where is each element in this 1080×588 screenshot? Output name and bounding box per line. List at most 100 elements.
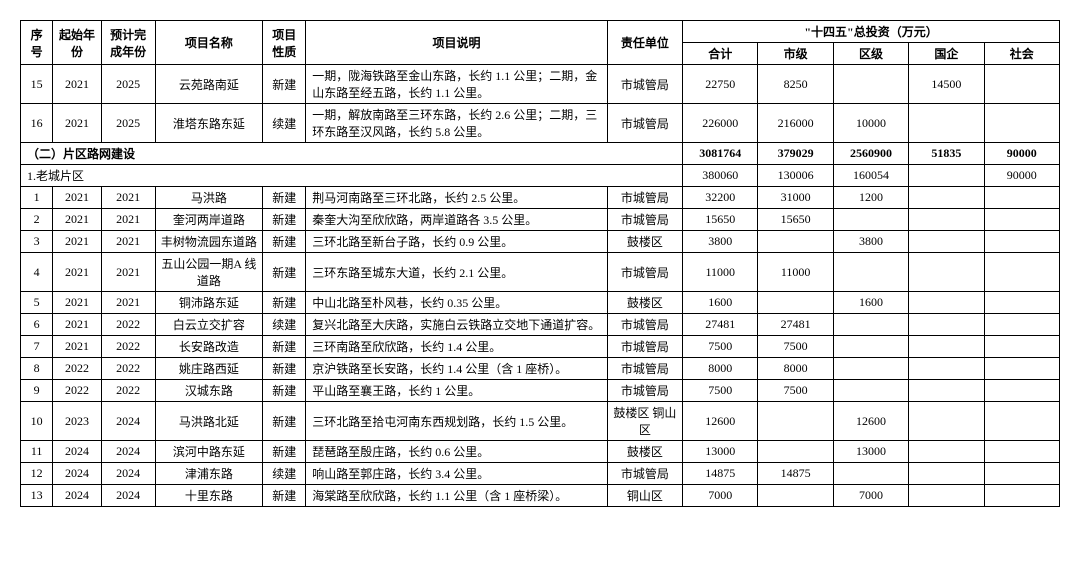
cell-sum: 8000 — [683, 358, 758, 380]
section-city: 379029 — [758, 143, 833, 165]
table-row: 1320242024十里东路新建海棠路至欣欣路，长约 1.1 公里（含 1 座桥… — [21, 485, 1060, 507]
cell-start-year: 2021 — [53, 104, 101, 143]
cell-soe — [909, 441, 984, 463]
cell-proj-nature: 新建 — [263, 65, 306, 104]
cell-start-year: 2021 — [53, 65, 101, 104]
cell-proj-nature: 新建 — [263, 485, 306, 507]
cell-start-year: 2021 — [53, 292, 101, 314]
cell-sum: 27481 — [683, 314, 758, 336]
cell-end-year: 2024 — [101, 463, 155, 485]
cell-start-year: 2024 — [53, 441, 101, 463]
cell-end-year: 2024 — [101, 485, 155, 507]
header-resp-unit: 责任单位 — [607, 21, 682, 65]
cell-proj-desc: 三环东路至城东大道，长约 2.1 公里。 — [306, 253, 607, 292]
cell-proj-nature: 续建 — [263, 314, 306, 336]
cell-social — [984, 231, 1059, 253]
cell-start-year: 2021 — [53, 314, 101, 336]
header-invest-group: "十四五"总投资（万元） — [683, 21, 1060, 43]
cell-end-year: 2022 — [101, 314, 155, 336]
cell-end-year: 2021 — [101, 253, 155, 292]
cell-sum: 7500 — [683, 336, 758, 358]
cell-start-year: 2021 — [53, 231, 101, 253]
cell-proj-nature: 新建 — [263, 292, 306, 314]
cell-social — [984, 402, 1059, 441]
cell-proj-nature: 续建 — [263, 104, 306, 143]
cell-start-year: 2022 — [53, 358, 101, 380]
cell-start-year: 2022 — [53, 380, 101, 402]
cell-seq: 9 — [21, 380, 53, 402]
cell-end-year: 2022 — [101, 358, 155, 380]
cell-soe — [909, 380, 984, 402]
cell-city — [758, 402, 833, 441]
cell-seq: 8 — [21, 358, 53, 380]
cell-soe — [909, 336, 984, 358]
cell-proj-nature: 新建 — [263, 358, 306, 380]
cell-proj-nature: 新建 — [263, 336, 306, 358]
cell-resp-unit: 市城管局 — [607, 314, 682, 336]
cell-seq: 15 — [21, 65, 53, 104]
table-row: 620212022白云立交扩容续建复兴北路至大庆路，实施白云铁路立交地下通道扩容… — [21, 314, 1060, 336]
header-city: 市级 — [758, 43, 833, 65]
cell-city — [758, 231, 833, 253]
section-row: （二）片区路网建设308176437902925609005183590000 — [21, 143, 1060, 165]
cell-end-year: 2024 — [101, 441, 155, 463]
investment-table: 序号 起始年份 预计完成年份 项目名称 项目性质 项目说明 责任单位 "十四五"… — [20, 20, 1060, 507]
header-proj-desc: 项目说明 — [306, 21, 607, 65]
cell-district: 10000 — [833, 104, 908, 143]
cell-soe — [909, 253, 984, 292]
subsection-city: 130006 — [758, 165, 833, 187]
cell-proj-name: 津浦东路 — [155, 463, 263, 485]
cell-resp-unit: 鼓楼区 铜山区 — [607, 402, 682, 441]
cell-start-year: 2024 — [53, 463, 101, 485]
cell-resp-unit: 鼓楼区 — [607, 441, 682, 463]
cell-seq: 11 — [21, 441, 53, 463]
cell-end-year: 2021 — [101, 231, 155, 253]
cell-social — [984, 358, 1059, 380]
cell-proj-desc: 三环北路至拾屯河南东西规划路，长约 1.5 公里。 — [306, 402, 607, 441]
cell-start-year: 2021 — [53, 187, 101, 209]
cell-soe — [909, 402, 984, 441]
cell-social — [984, 441, 1059, 463]
header-end-year: 预计完成年份 — [101, 21, 155, 65]
table-row: 1220242024津浦东路续建响山路至郭庄路，长约 3.4 公里。市城管局14… — [21, 463, 1060, 485]
table-row: 220212021奎河两岸道路新建秦奎大沟至欣欣路，两岸道路各 3.5 公里。市… — [21, 209, 1060, 231]
cell-proj-name: 马洪路北延 — [155, 402, 263, 441]
cell-district — [833, 65, 908, 104]
cell-resp-unit: 市城管局 — [607, 209, 682, 231]
cell-city — [758, 292, 833, 314]
cell-city: 8250 — [758, 65, 833, 104]
cell-seq: 6 — [21, 314, 53, 336]
cell-soe — [909, 292, 984, 314]
cell-seq: 5 — [21, 292, 53, 314]
cell-proj-name: 马洪路 — [155, 187, 263, 209]
cell-start-year: 2021 — [53, 253, 101, 292]
cell-proj-desc: 三环南路至欣欣路，长约 1.4 公里。 — [306, 336, 607, 358]
cell-end-year: 2021 — [101, 292, 155, 314]
cell-city: 15650 — [758, 209, 833, 231]
cell-seq: 2 — [21, 209, 53, 231]
cell-start-year: 2021 — [53, 336, 101, 358]
header-start-year: 起始年份 — [53, 21, 101, 65]
cell-proj-nature: 新建 — [263, 231, 306, 253]
cell-city — [758, 441, 833, 463]
cell-proj-nature: 新建 — [263, 209, 306, 231]
cell-seq: 13 — [21, 485, 53, 507]
cell-city: 11000 — [758, 253, 833, 292]
cell-resp-unit: 市城管局 — [607, 463, 682, 485]
cell-start-year: 2021 — [53, 209, 101, 231]
cell-soe — [909, 104, 984, 143]
cell-proj-desc: 响山路至郭庄路，长约 3.4 公里。 — [306, 463, 607, 485]
cell-district — [833, 358, 908, 380]
cell-resp-unit: 铜山区 — [607, 485, 682, 507]
cell-soe — [909, 187, 984, 209]
cell-proj-desc: 一期，解放南路至三环东路，长约 2.6 公里；二期，三环东路至汉风路，长约 5.… — [306, 104, 607, 143]
section-sum: 3081764 — [683, 143, 758, 165]
cell-district: 3800 — [833, 231, 908, 253]
cell-end-year: 2022 — [101, 336, 155, 358]
cell-proj-name: 淮塔东路东延 — [155, 104, 263, 143]
cell-proj-name: 五山公园一期A 线道路 — [155, 253, 263, 292]
cell-social — [984, 380, 1059, 402]
table-row: 1020232024马洪路北延新建三环北路至拾屯河南东西规划路，长约 1.5 公… — [21, 402, 1060, 441]
cell-city: 8000 — [758, 358, 833, 380]
cell-proj-name: 白云立交扩容 — [155, 314, 263, 336]
